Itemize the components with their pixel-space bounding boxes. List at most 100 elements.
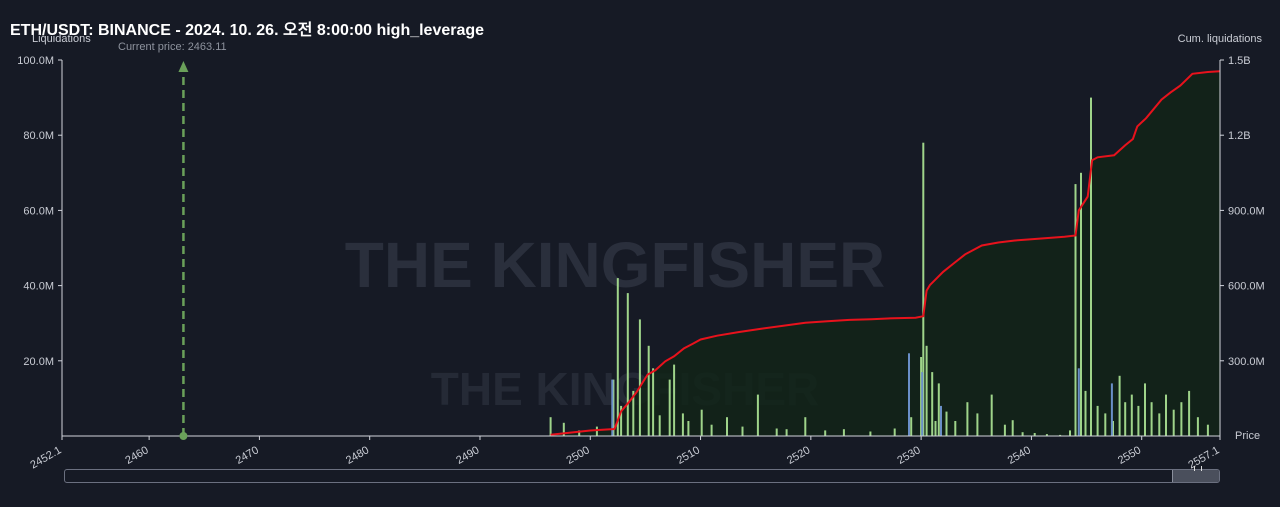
liquidation-bar <box>925 345 928 436</box>
x-tick-label: 2470 <box>234 444 261 467</box>
x-tick-label: 2557.1 <box>1186 444 1221 471</box>
arrow-up-icon <box>178 61 189 72</box>
grip-icon <box>1194 466 1202 471</box>
x-tick-label: 2530 <box>895 444 922 467</box>
x-tick-label: 2452.1 <box>28 444 63 471</box>
liquidation-bar <box>966 402 969 436</box>
liquidation-bar-blue <box>940 405 942 436</box>
liquidation-bar <box>612 379 615 436</box>
liquidation-bar <box>775 428 778 436</box>
liquidation-bar <box>700 409 703 436</box>
liquidation-bar <box>1090 97 1092 436</box>
liquidation-bar <box>658 415 661 436</box>
liquidation-bar <box>668 379 671 436</box>
liquidation-bar <box>804 417 807 436</box>
liquidation-bar <box>1059 434 1062 436</box>
current-price-dot <box>179 432 188 440</box>
y-tick-label: 20.0M <box>23 356 54 368</box>
liquidation-bar <box>893 428 896 436</box>
range-scrollbar[interactable] <box>64 466 1220 483</box>
liquidation-bar <box>647 345 650 436</box>
liquidation-bar <box>990 394 993 436</box>
liquidation-bar <box>1080 172 1082 437</box>
liquidation-bar <box>785 429 788 436</box>
liquidation-bar <box>842 429 845 436</box>
liquidation-bar <box>1021 432 1024 436</box>
y2-tick-label: 1.5B <box>1228 55 1251 67</box>
liquidation-bar <box>1206 424 1209 436</box>
liquidation-bar <box>549 417 552 436</box>
y-tick-label: 80.0M <box>23 130 54 142</box>
liquidation-bar <box>937 383 940 436</box>
liquidation-bar <box>922 142 925 436</box>
x-tick-label: 2520 <box>785 444 812 467</box>
liquidation-bar <box>652 368 655 436</box>
liquidation-bar <box>681 413 684 436</box>
liquidation-bar-blue <box>611 379 614 436</box>
liquidation-bar <box>910 417 913 436</box>
liquidation-bar <box>931 372 934 436</box>
y-axis-title: Liquidations <box>32 33 91 45</box>
liquidation-bar <box>934 421 937 436</box>
y2-tick-label: 300.0M <box>1228 356 1265 368</box>
x-tick-label: 2540 <box>1006 444 1033 467</box>
liquidation-bar <box>1180 402 1183 436</box>
liquidation-bar-blue <box>908 353 910 436</box>
liquidation-bar <box>562 422 565 436</box>
liquidation-bar <box>1144 383 1146 436</box>
liquidation-bar <box>595 426 598 436</box>
x-tick-label: 2490 <box>454 444 481 467</box>
liquidation-bar <box>1104 413 1107 436</box>
liquidation-bar <box>756 394 759 436</box>
cum-liquidation-line <box>550 70 1221 436</box>
watermark-text: THE KINGFISHER <box>345 229 885 301</box>
y2-axis-title: Cum. liquidations <box>1177 33 1262 45</box>
y-tick-label: 100.0M <box>17 55 54 67</box>
liquidation-bar <box>741 426 744 436</box>
liquidation-bar <box>1096 405 1099 436</box>
liquidation-bar <box>1150 402 1153 436</box>
liquidation-bar <box>1124 402 1127 436</box>
liquidation-bar <box>616 278 619 436</box>
y2-tick-label: 600.0M <box>1228 281 1265 293</box>
x-tick-label: 2480 <box>344 444 371 467</box>
cum-fill <box>550 71 1220 437</box>
y2-tick-label: 1.2B <box>1228 130 1251 142</box>
liquidation-bar-blue <box>921 372 924 436</box>
liquidation-bar <box>920 357 923 436</box>
y-tick-label: 60.0M <box>23 205 54 217</box>
y2-tick-label: 900.0M <box>1228 205 1265 217</box>
liquidation-bar <box>687 421 690 436</box>
y-tick-label: 40.0M <box>23 281 54 293</box>
cum-fill-area <box>550 71 1220 437</box>
current-price-label: Current price: 2463.11 <box>118 41 227 53</box>
x-axis-title: Price <box>1235 430 1261 442</box>
liquidation-bar <box>710 424 713 436</box>
liquidation-bar <box>673 364 676 436</box>
liquidation-bar <box>1074 184 1077 436</box>
liquidation-bar-blue <box>1110 383 1113 436</box>
liquidation-bar <box>976 413 979 436</box>
liquidation-bar <box>1165 394 1167 436</box>
liquidation-bar <box>1118 375 1121 436</box>
liquidation-bar <box>1196 417 1199 436</box>
liquidation-bar <box>1188 390 1191 436</box>
liquidation-bar <box>1045 434 1048 436</box>
liquidation-bar <box>824 430 827 436</box>
liquidation-bar <box>578 430 581 436</box>
x-tick-label: 2500 <box>565 444 592 467</box>
liquidation-bar <box>954 421 957 436</box>
liquidation-bar <box>1084 390 1087 436</box>
chart-title: ETH/USDT: BINANCE - 2024. 10. 26. 오전 8:0… <box>10 22 485 39</box>
liquidation-bar-blue <box>1077 368 1080 436</box>
liquidation-bars <box>549 97 1209 437</box>
liquidation-bar <box>1112 421 1114 436</box>
x-tick-label: 2460 <box>123 444 150 467</box>
liquidation-bar <box>945 411 948 436</box>
scrollbar-handle[interactable] <box>1172 466 1219 482</box>
liquidation-bar <box>1069 430 1071 436</box>
liquidation-bar <box>726 417 728 436</box>
liquidation-bar <box>626 293 629 436</box>
